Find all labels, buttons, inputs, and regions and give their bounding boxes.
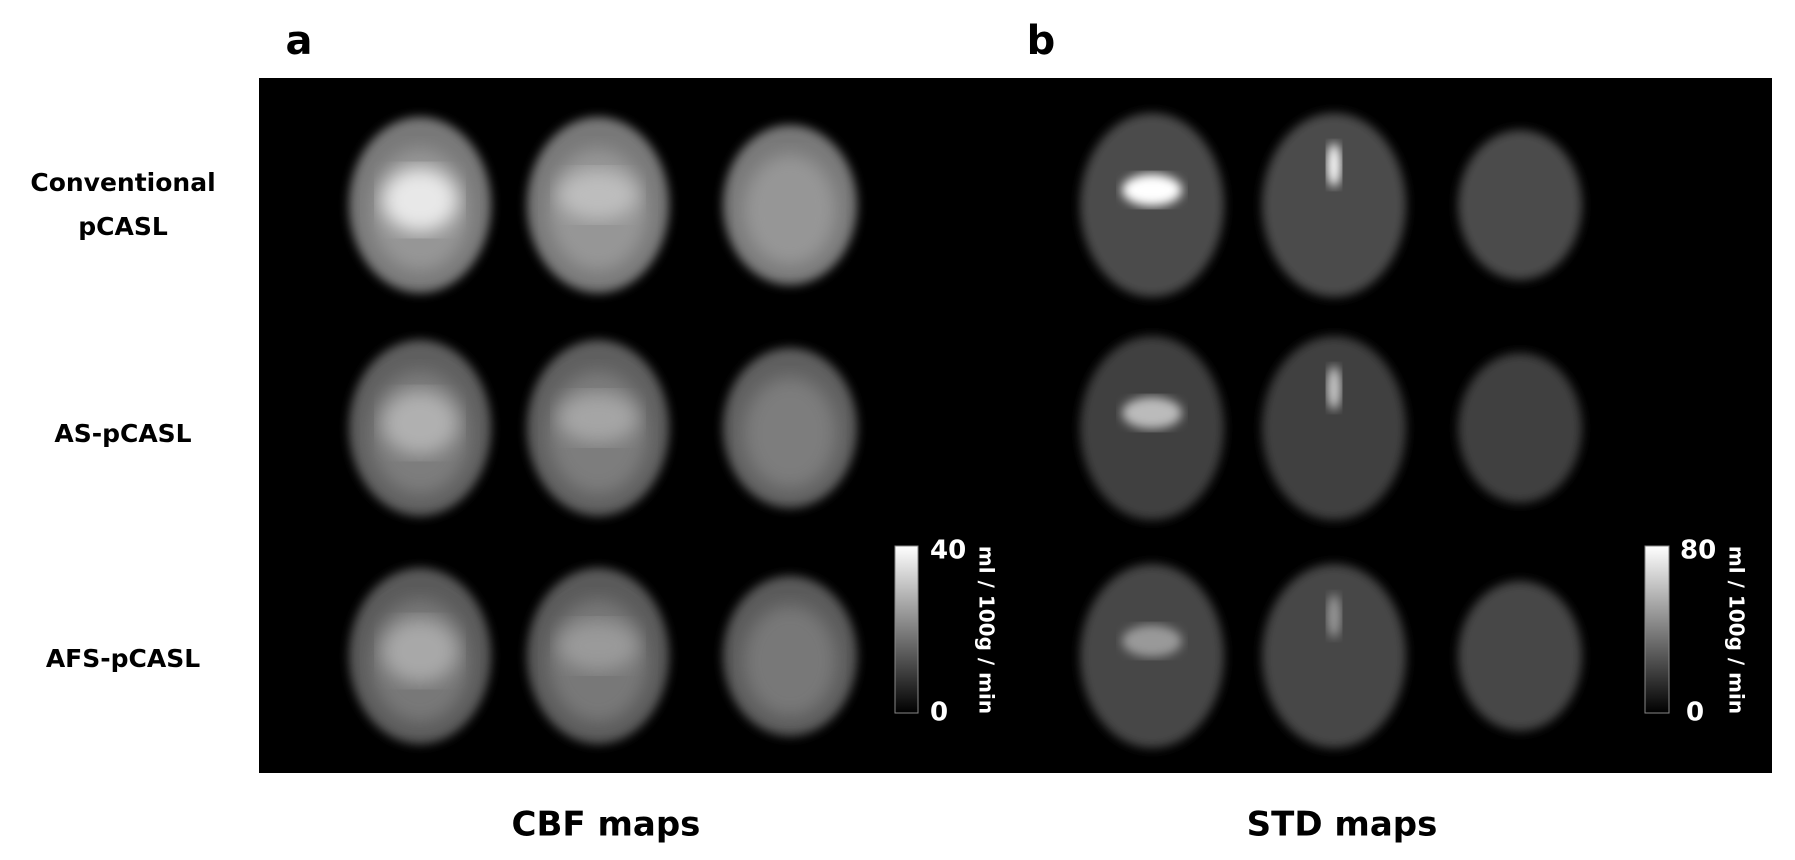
- panel-caption: STD maps: [1247, 805, 1438, 845]
- brain-shape: [743, 377, 837, 489]
- row-label: AS-pCASL: [54, 419, 192, 448]
- brain-shape: [558, 170, 638, 220]
- panel-caption: CBF maps: [512, 805, 701, 845]
- brain-shape: [558, 621, 638, 671]
- colorbar: [894, 545, 919, 714]
- panel-label: b: [1027, 18, 1056, 64]
- brain-shape: [1122, 397, 1182, 429]
- brain-shape: [1122, 625, 1182, 657]
- panel-label: a: [286, 18, 313, 64]
- brain-shape: [558, 393, 638, 443]
- brain-shape: [382, 619, 458, 683]
- colorbar-min: 0: [1686, 698, 1704, 728]
- brain-shape: [1327, 594, 1341, 638]
- colorbar-unit: ml / 100g / min: [975, 546, 999, 714]
- brain-images: [349, 113, 1582, 748]
- colorbar-min: 0: [930, 698, 948, 728]
- row-label: AFS-pCASL: [45, 644, 201, 673]
- brain-shape: [1458, 130, 1582, 280]
- colorbar-unit: ml / 100g / min: [1725, 546, 1749, 714]
- colorbar-max: 40: [930, 536, 966, 566]
- brain-shape: [1458, 581, 1582, 731]
- brain-shape: [743, 154, 837, 266]
- brain-shape: [382, 168, 458, 232]
- brain-shape: [1327, 143, 1341, 187]
- colorbar: [1644, 545, 1670, 714]
- colorbar-max: 80: [1680, 536, 1716, 566]
- brain-shape: [382, 391, 458, 455]
- brain-shape: [743, 605, 837, 717]
- row-label: Conventional pCASL: [30, 168, 216, 241]
- brain-shape: [1262, 336, 1406, 520]
- brain-shape: [1262, 564, 1406, 748]
- brain-shape: [1327, 366, 1341, 410]
- brain-shape: [1458, 353, 1582, 503]
- brain-shape: [1122, 174, 1182, 206]
- brain-shape: [1262, 113, 1406, 297]
